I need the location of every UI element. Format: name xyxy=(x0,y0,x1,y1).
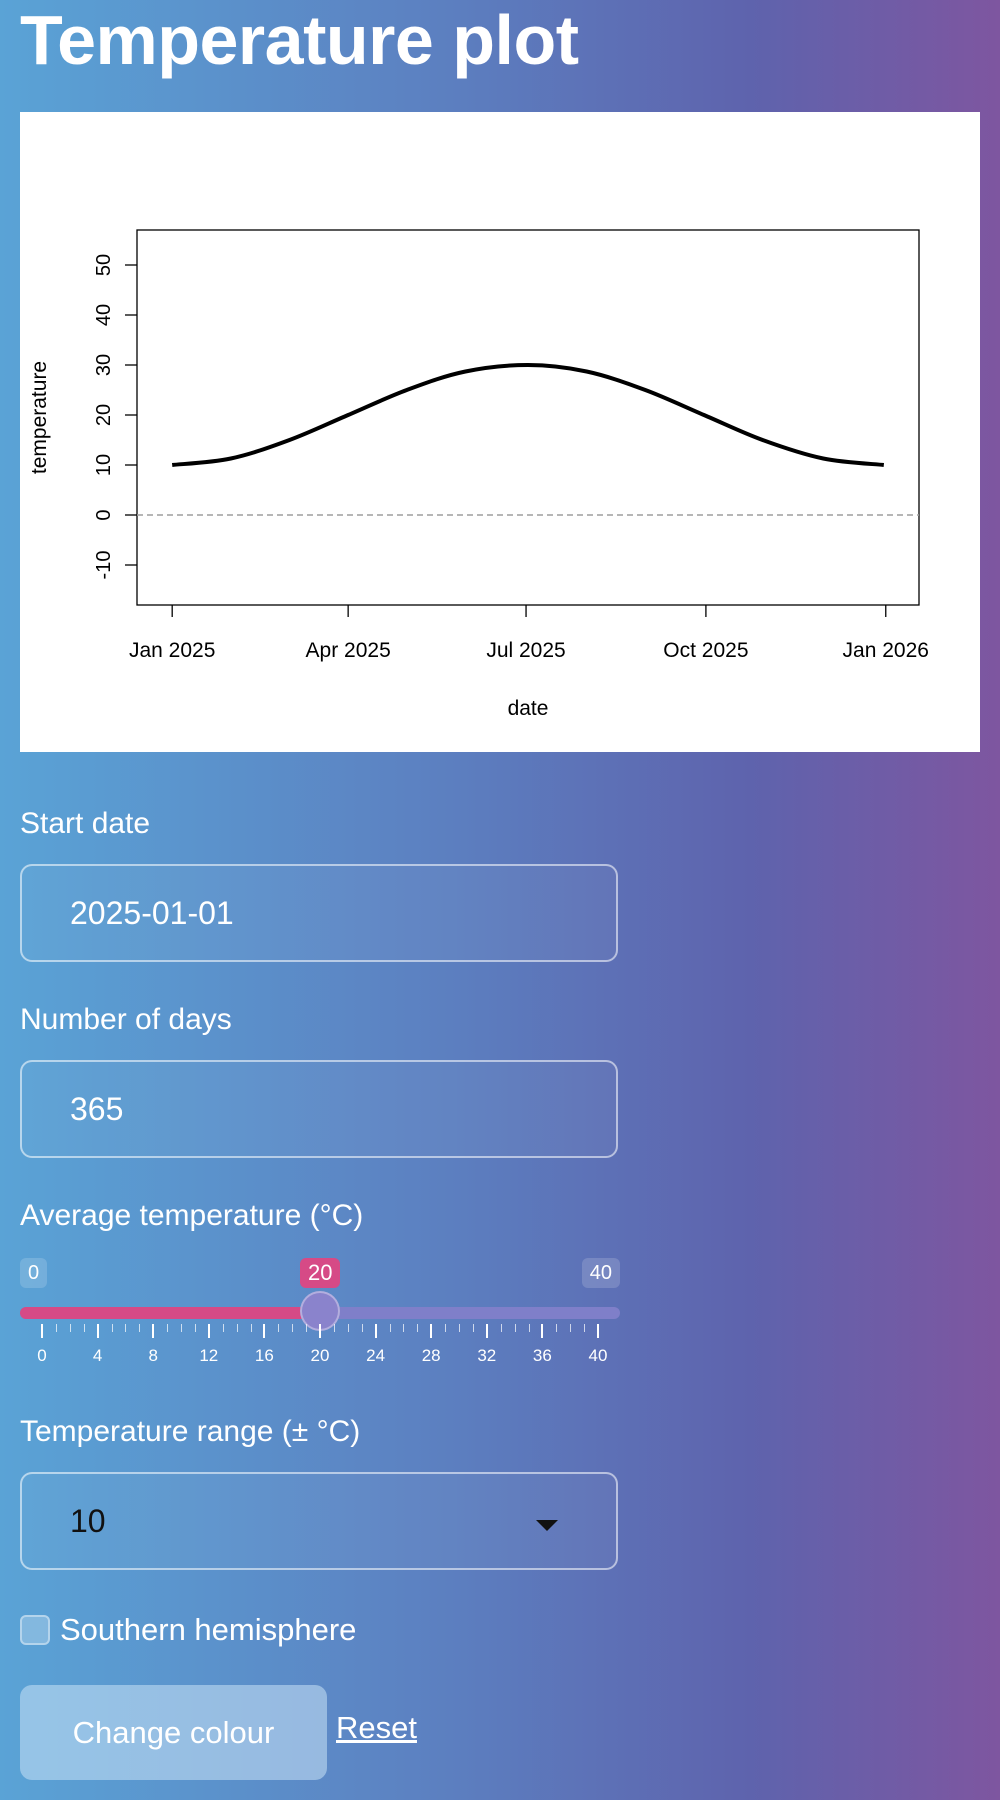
slider-minor-tick xyxy=(417,1324,419,1332)
slider-major-tick xyxy=(207,1324,210,1338)
slider-minor-tick xyxy=(222,1324,224,1332)
x-axis-label: date xyxy=(508,697,549,720)
slider-tick-label: 28 xyxy=(421,1346,441,1365)
slider-minor-tick xyxy=(55,1324,57,1332)
average-temperature-slider[interactable]: 0 40 20 0 4 8 12 16 20 24 28 32 36 40 xyxy=(20,1252,620,1372)
slider-minor-tick xyxy=(500,1324,502,1332)
slider-minor-tick xyxy=(514,1324,516,1332)
slider-major-tick xyxy=(541,1324,544,1338)
temperature-range-label: Temperature range (± °C) xyxy=(20,1415,361,1448)
slider-minor-tick xyxy=(584,1324,586,1332)
slider-minor-tick xyxy=(472,1324,474,1332)
slider-minor-tick xyxy=(250,1324,252,1332)
slider-major-tick xyxy=(152,1324,155,1338)
slider-major-tick xyxy=(597,1324,599,1338)
number-of-days-input[interactable]: 365 xyxy=(20,1060,618,1158)
reset-link[interactable]: Reset xyxy=(336,1710,417,1745)
x-tick-label: Jul 2025 xyxy=(486,639,565,662)
slider-major-tick xyxy=(263,1324,266,1338)
slider-major-tick xyxy=(319,1324,321,1338)
slider-minor-tick xyxy=(111,1324,113,1332)
y-tick-label: 30 xyxy=(93,354,115,376)
slider-major-tick xyxy=(374,1324,377,1338)
slider-tick-label: 8 xyxy=(148,1346,158,1365)
slider-tick-label: 12 xyxy=(199,1346,219,1365)
start-date-input[interactable]: 2025-01-01 xyxy=(20,864,618,962)
slider-minor-tick xyxy=(333,1324,335,1332)
slider-minor-tick xyxy=(125,1324,127,1332)
slider-tick-label: 24 xyxy=(366,1346,386,1365)
temperature-plot: -10 0 10 20 30 40 50 Jan 2025 Apr 2025 Jul 2025 Oc… xyxy=(20,112,980,752)
plot-box xyxy=(136,229,920,606)
plot-canvas: -10 0 10 20 30 40 50 Jan 2025 Apr 2025 Jul 2025 Oc… xyxy=(28,229,929,720)
y-tick-label: 40 xyxy=(93,304,115,326)
temperature-line xyxy=(171,363,885,467)
slider-minor-tick xyxy=(403,1324,405,1332)
y-tick-label: 0 xyxy=(93,509,115,520)
slider-minor-tick xyxy=(528,1324,530,1332)
slider-tick-label: 4 xyxy=(92,1346,103,1365)
slider-value-label: 20 xyxy=(300,1258,341,1288)
slider-tick-label: 36 xyxy=(532,1346,552,1365)
slider-minor-tick xyxy=(459,1324,460,1332)
x-tick-label: Oct 2025 xyxy=(663,639,748,662)
southern-hemisphere-option[interactable]: Southern hemisphere xyxy=(20,1610,356,1650)
slider-minor-tick xyxy=(69,1324,71,1332)
change-colour-button[interactable]: Change colour xyxy=(20,1685,327,1780)
slider-major-tick xyxy=(430,1324,433,1338)
slider-minor-tick xyxy=(139,1324,141,1332)
slider-major-tick xyxy=(41,1324,43,1338)
temperature-range-select[interactable]: 10 xyxy=(20,1472,618,1570)
number-of-days-label: Number of days xyxy=(20,1003,232,1036)
slider-major-tick xyxy=(96,1324,99,1338)
slider-minor-tick xyxy=(236,1324,238,1332)
slider-minor-tick xyxy=(292,1324,294,1332)
slider-major-tick xyxy=(485,1324,488,1338)
slider-minor-tick xyxy=(347,1324,349,1332)
slider-ticks: 0 4 8 12 16 20 24 28 32 36 40 xyxy=(20,1324,620,1374)
slider-tick-label: 32 xyxy=(477,1346,497,1365)
page-title: Temperature plot xyxy=(20,1,579,79)
southern-hemisphere-label: Southern hemisphere xyxy=(60,1612,357,1647)
slider-minor-tick xyxy=(556,1324,558,1332)
slider-minor-tick xyxy=(445,1324,447,1332)
slider-minor-tick xyxy=(361,1324,363,1332)
slider-max-label: 40 xyxy=(581,1258,620,1288)
slider-tick-label: 0 xyxy=(37,1346,47,1365)
southern-hemisphere-checkbox[interactable] xyxy=(20,1615,50,1645)
slider-tick-label: 16 xyxy=(254,1346,274,1365)
slider-minor-tick xyxy=(167,1324,169,1332)
slider-minor-tick xyxy=(83,1324,85,1332)
slider-min-label: 0 xyxy=(20,1258,48,1288)
y-tick-label: 50 xyxy=(93,254,115,276)
start-date-label: Start date xyxy=(20,807,151,840)
slider-minor-tick xyxy=(570,1324,572,1332)
y-tick-label: 20 xyxy=(93,404,115,426)
x-tick-label: Jan 2025 xyxy=(129,639,215,662)
y-tick-label: -10 xyxy=(93,551,115,580)
y-tick-label: 10 xyxy=(93,454,115,476)
x-tick-label: Apr 2025 xyxy=(306,639,391,662)
slider-minor-tick xyxy=(194,1324,196,1332)
slider-fill xyxy=(20,1307,320,1319)
slider-tick-label: 40 xyxy=(588,1346,608,1365)
temperature-range-value: 10 xyxy=(70,1502,106,1539)
slider-minor-tick xyxy=(278,1324,280,1332)
average-temperature-label: Average temperature (°C) xyxy=(20,1199,364,1232)
slider-tick-label: 20 xyxy=(310,1346,330,1365)
slider-minor-tick xyxy=(389,1324,391,1332)
slider-minor-tick xyxy=(306,1324,308,1332)
slider-minor-tick xyxy=(181,1324,182,1332)
y-axis-label: temperature xyxy=(28,361,51,474)
chevron-down-icon xyxy=(536,1520,558,1531)
x-tick-label: Jan 2026 xyxy=(843,639,929,662)
